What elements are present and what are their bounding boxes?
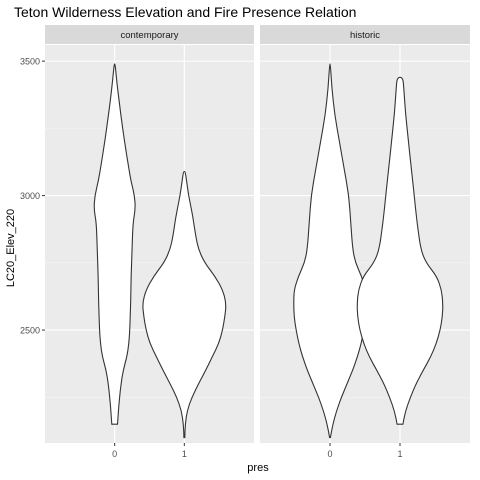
facet-strip	[45, 25, 254, 44]
facet-strip-label: historic	[350, 30, 380, 41]
facet-strip-label: contemporary	[120, 30, 178, 41]
violin-historic-1	[356, 76, 444, 425]
plot-area: 2500 3000 3500 contemporary 0 1 historic 0 1	[20, 25, 470, 459]
x-tick-label: 0	[327, 449, 332, 459]
chart-title: Teton Wilderness Elevation and Fire Pres…	[14, 4, 356, 20]
facet-panel: historic 0 1	[260, 25, 470, 459]
y-tick-label: 3000	[20, 191, 40, 201]
facet-panel: contemporary 0 1	[45, 25, 254, 459]
x-tick-label: 1	[397, 449, 402, 459]
panel-background	[260, 45, 470, 443]
violin-historic-0	[293, 63, 367, 439]
violin-contemporary-0	[93, 63, 136, 425]
x-tick-label: 0	[112, 449, 117, 459]
y-tick-label: 2500	[20, 326, 40, 336]
y-axis-label: LC20_Elev_220	[5, 209, 17, 287]
x-axis-label: pres	[247, 462, 269, 474]
facet-strip	[260, 25, 470, 44]
violin-contemporary-1	[142, 170, 227, 439]
y-tick-label: 3500	[20, 57, 40, 67]
x-tick-label: 1	[182, 449, 187, 459]
panel-background	[45, 45, 254, 443]
